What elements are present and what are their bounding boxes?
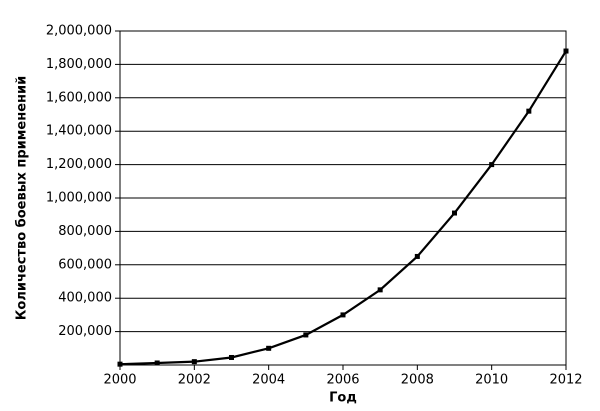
data-point — [414, 253, 420, 259]
data-point — [229, 354, 234, 360]
x-axis-label: Год — [329, 391, 357, 406]
x-tick-label: 2012 — [549, 373, 582, 388]
y-tick-label: 1,400,000 — [46, 124, 112, 139]
data-point — [266, 345, 272, 351]
y-tick-label: 1,000,000 — [46, 191, 112, 206]
y-tick-label: 2,000,000 — [46, 24, 112, 39]
x-tick-label: 2008 — [401, 373, 434, 388]
y-tick-label: 400,000 — [58, 291, 112, 306]
x-tick-label: 2000 — [103, 373, 136, 388]
x-tick-label: 2010 — [475, 373, 508, 388]
x-tick-label: 2002 — [178, 373, 211, 388]
data-point — [303, 332, 309, 338]
y-tick-label: 600,000 — [58, 257, 112, 272]
y-tick-label: 1,200,000 — [46, 157, 112, 172]
data-point — [154, 360, 160, 366]
y-tick-label: 200,000 — [58, 324, 112, 339]
data-point — [526, 108, 532, 114]
x-tick-label: 2006 — [326, 373, 359, 388]
data-point — [489, 162, 495, 168]
y-tick-label: 800,000 — [58, 224, 112, 239]
data-point — [117, 361, 123, 367]
y-tick-label: 1,800,000 — [46, 57, 112, 72]
data-point — [452, 210, 457, 216]
data-point — [191, 359, 197, 365]
data-point — [340, 312, 346, 318]
y-tick-label: 1,600,000 — [46, 90, 112, 105]
x-tick-label: 2004 — [252, 373, 285, 388]
data-point — [563, 48, 569, 54]
y-axis-label: Количество боевых применений — [15, 76, 30, 320]
data-point — [377, 287, 383, 293]
